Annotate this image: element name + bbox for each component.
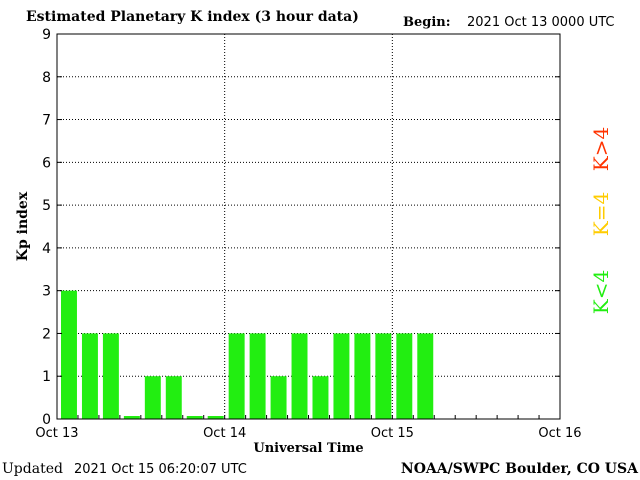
- kp-bar: [207, 416, 224, 419]
- y-tick-label: 8: [42, 70, 51, 86]
- y-tick-label: 3: [42, 284, 51, 300]
- kp-bar: [291, 333, 308, 419]
- kp-bar: [123, 416, 140, 419]
- x-axis-label: Universal Time: [253, 441, 363, 456]
- y-tick-label: 5: [42, 198, 51, 214]
- begin-value: 2021 Oct 13 0000 UTC: [467, 15, 615, 30]
- kp-bar: [249, 333, 266, 419]
- kp-bar: [81, 333, 98, 419]
- updated-label: Updated: [2, 461, 63, 477]
- y-tick-label: 6: [42, 155, 51, 171]
- y-tick-label: 0: [42, 412, 51, 428]
- kp-bar: [165, 376, 182, 419]
- chart-title: Estimated Planetary K index (3 hour data…: [26, 9, 359, 25]
- y-tick-label: 4: [42, 241, 51, 257]
- kp-bar: [417, 333, 434, 419]
- kp-bar: [375, 333, 392, 419]
- x-tick-label: Oct 15: [371, 426, 414, 441]
- x-tick-label: Oct 13: [35, 426, 78, 441]
- axis-ticks: 0 1 2 3 4 5 6 7 8 9 Oct 13 Oct 14 Oct 15 Oct 16: [35, 27, 581, 441]
- kp-bar: [396, 333, 413, 419]
- y-tick-label: 7: [42, 113, 51, 129]
- kp-bar: [61, 290, 77, 419]
- kp-bar: [228, 333, 245, 419]
- legend-k-greater-4: K>4: [589, 127, 613, 171]
- kp-bar: [270, 376, 287, 419]
- legend-k-equal-4: K=4: [589, 192, 613, 236]
- credit-text: NOAA/SWPC Boulder, CO USA: [400, 461, 638, 477]
- kp-bar: [186, 416, 203, 419]
- legend-k-less-4: K<4: [589, 270, 613, 314]
- kp-bar: [102, 333, 119, 419]
- plot-frame: [56, 33, 561, 420]
- kp-bar: [144, 376, 161, 419]
- x-tick-label: Oct 14: [203, 426, 246, 441]
- kp-bar: [333, 333, 350, 419]
- kp-bar: [354, 333, 371, 419]
- kp-bar: [312, 376, 329, 419]
- y-tick-label: 2: [42, 326, 51, 342]
- x-tick-label: Oct 16: [538, 426, 581, 441]
- updated-value: 2021 Oct 15 06:20:07 UTC: [74, 462, 247, 477]
- grid-lines: [57, 34, 560, 419]
- begin-label: Begin:: [403, 15, 451, 30]
- y-axis-label: Kp index: [15, 191, 31, 261]
- bars: [61, 290, 434, 419]
- y-tick-label: 1: [42, 369, 51, 385]
- y-tick-label: 9: [42, 27, 51, 43]
